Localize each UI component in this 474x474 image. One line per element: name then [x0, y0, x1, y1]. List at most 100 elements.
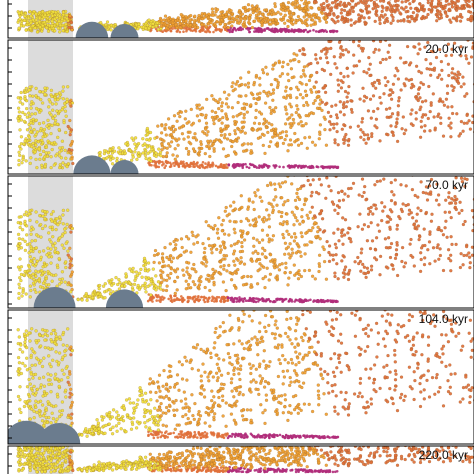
particle [51, 210, 55, 214]
particle [299, 231, 303, 235]
particle [399, 141, 402, 144]
particle [275, 85, 280, 90]
particle [300, 235, 304, 239]
particle [331, 258, 335, 262]
particle [22, 119, 27, 124]
particle [224, 12, 228, 16]
particle [225, 117, 229, 121]
particle [281, 232, 285, 237]
particle [269, 128, 274, 133]
particle [27, 88, 31, 92]
particle [404, 128, 408, 132]
particle [317, 177, 321, 181]
particle [248, 298, 251, 302]
particle [28, 209, 32, 213]
particle [61, 89, 65, 93]
particle [174, 243, 178, 247]
particle [58, 146, 62, 150]
particle [371, 94, 376, 98]
particle [178, 25, 183, 29]
particle [246, 85, 250, 89]
particle [256, 269, 260, 273]
particle [211, 161, 214, 165]
particle [396, 8, 400, 12]
particle [368, 247, 373, 251]
particle [49, 240, 53, 244]
particle [289, 86, 293, 91]
particle [218, 97, 222, 101]
particle [60, 234, 64, 238]
particle [154, 154, 158, 158]
particle [316, 225, 320, 229]
particle [185, 121, 189, 125]
particle [291, 29, 295, 33]
particle [428, 109, 432, 114]
particle [245, 102, 249, 107]
particle [212, 118, 216, 122]
particle [354, 150, 357, 153]
particle [446, 138, 449, 141]
particle [335, 262, 339, 266]
particle [257, 300, 260, 303]
particle [267, 297, 271, 301]
particle [303, 269, 307, 273]
particle [31, 272, 35, 276]
particle [358, 212, 362, 216]
particle [242, 149, 246, 153]
particle [300, 164, 304, 168]
particle [346, 143, 351, 147]
particle [155, 160, 158, 164]
particle [272, 110, 276, 114]
particle [386, 80, 390, 84]
particle [417, 166, 420, 169]
particle [54, 273, 58, 277]
particle [363, 157, 366, 160]
particle [332, 13, 336, 17]
particle [404, 100, 407, 103]
particle [175, 139, 179, 143]
particle [227, 15, 232, 19]
particle [380, 219, 384, 223]
particle [416, 195, 420, 199]
particle [45, 11, 50, 15]
particle [23, 269, 27, 274]
particle [427, 81, 430, 84]
particle [433, 126, 437, 130]
particle [238, 9, 242, 13]
particle [420, 4, 424, 9]
particle [320, 300, 323, 304]
particle [367, 4, 371, 8]
particle [169, 271, 173, 276]
particle [313, 22, 317, 26]
particle [242, 112, 246, 117]
particle [167, 297, 170, 301]
particle [108, 148, 112, 152]
particle [378, 40, 383, 44]
particle [327, 250, 331, 255]
particle [215, 295, 219, 299]
particle [163, 246, 167, 250]
particle [465, 121, 469, 125]
particle [155, 165, 159, 169]
particle [30, 239, 34, 243]
particle [33, 26, 37, 30]
particle [32, 128, 36, 132]
particle [49, 155, 53, 159]
particle [289, 122, 293, 126]
particle [262, 89, 266, 94]
particle [334, 3, 338, 7]
particle [274, 18, 278, 22]
particle [294, 0, 298, 3]
particle [245, 165, 249, 169]
particle [130, 269, 134, 273]
particle [368, 209, 372, 214]
particle [275, 29, 279, 32]
particle [409, 211, 413, 215]
particle [232, 220, 236, 224]
particle [192, 160, 196, 164]
particle [406, 44, 410, 49]
particle [17, 106, 21, 110]
particle [195, 240, 200, 245]
particle [39, 255, 43, 259]
particle [210, 251, 214, 255]
